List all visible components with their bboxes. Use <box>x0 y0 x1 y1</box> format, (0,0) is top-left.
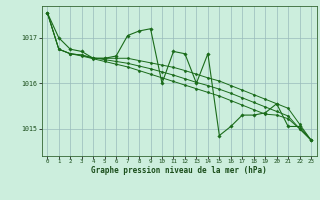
X-axis label: Graphe pression niveau de la mer (hPa): Graphe pression niveau de la mer (hPa) <box>91 166 267 175</box>
